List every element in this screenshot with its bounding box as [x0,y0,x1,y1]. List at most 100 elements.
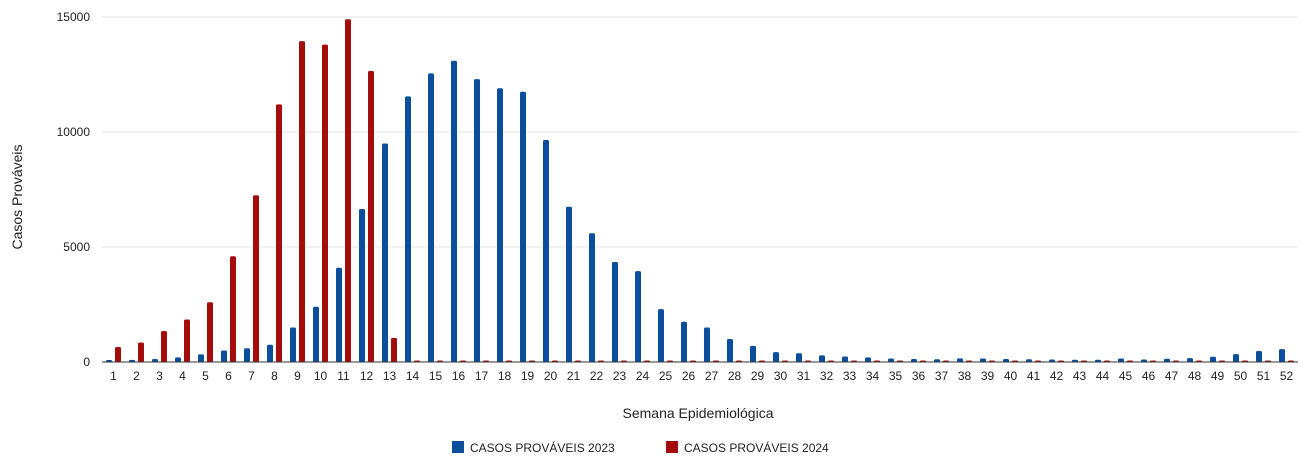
bar-2023-week-52 [1279,349,1285,362]
bar-2023-week-25 [658,309,664,362]
legend-swatch-2024 [666,441,678,453]
x-tick-label: 24 [636,369,650,383]
bar-2023-week-40 [1003,359,1009,362]
legend: CASOS PROVÁVEIS 2023 CASOS PROVÁVEIS 202… [452,440,829,455]
legend-label-2023: CASOS PROVÁVEIS 2023 [470,440,615,455]
bar-2023-week-18 [497,88,503,363]
bar-2023-week-30 [773,352,779,362]
x-tick-label: 22 [590,369,604,383]
y-tick-label: 0 [83,355,90,369]
bar-2023-week-51 [1256,350,1262,362]
bar-2024-week-11 [345,19,351,363]
bar-2023-week-8 [267,344,273,362]
x-tick-label: 37 [935,369,949,383]
bar-2023-week-31 [796,353,802,362]
bar-2023-week-34 [865,357,871,362]
bar-2023-week-21 [566,206,572,362]
bar-2023-week-29 [750,345,756,362]
x-tick-label: 40 [1004,369,1018,383]
bar-2023-week-20 [543,140,549,362]
bar-2023-week-26 [681,321,687,362]
bar-2024-week-3 [161,330,167,362]
x-tick-label: 25 [659,369,673,383]
x-tick-label: 48 [1188,369,1202,383]
bar-2023-week-44 [1095,359,1101,362]
bar-2023-week-14 [405,96,411,362]
x-tick-label: 34 [866,369,880,383]
bar-2023-week-33 [842,356,848,362]
x-tick-label: 10 [314,369,328,383]
x-tick-label: 23 [613,369,627,383]
bar-2023-week-32 [819,355,825,362]
bar-2023-week-42 [1049,359,1055,362]
x-tick-label: 20 [544,369,558,383]
x-tick-label: 42 [1050,369,1064,383]
x-tick-label: 13 [383,369,397,383]
x-tick-label: 6 [225,369,232,383]
bar-2024-week-5 [207,302,213,362]
x-tick-label: 11 [337,369,350,383]
bar-2024-week-12 [368,71,374,363]
bar-2024-week-2 [138,342,144,362]
x-tick-label: 35 [889,369,903,383]
bar-2023-week-11 [336,267,342,362]
bar-2023-week-17 [474,79,480,362]
x-axis-title: Semana Epidemiológica [623,405,774,421]
y-tick-label: 15000 [57,10,91,24]
bar-2023-week-4 [175,357,181,362]
bar-2023-week-46 [1141,359,1147,362]
x-tick-label: 27 [705,369,719,383]
bar-2023-week-48 [1187,358,1193,362]
bar-2023-week-27 [704,327,710,362]
bar-2023-week-28 [727,339,733,362]
bar-2023-week-41 [1026,359,1032,362]
y-tick-label: 5000 [63,240,90,254]
bar-2023-week-43 [1072,359,1078,362]
x-tick-label: 39 [981,369,995,383]
x-tick-label: 9 [294,369,301,383]
bar-2024-week-6 [230,256,236,362]
x-tick-label: 50 [1234,369,1248,383]
x-tick-label: 15 [429,369,443,383]
bar-2023-week-22 [589,233,595,362]
x-tick-label: 26 [682,369,696,383]
bar-2023-week-39 [980,358,986,362]
bar-2023-week-2 [129,359,135,362]
bar-2023-week-23 [612,261,618,362]
bar-2023-week-47 [1164,358,1170,362]
x-tick-label: 7 [248,369,255,383]
bar-2024-week-1 [115,347,121,362]
x-tick-label: 38 [958,369,972,383]
y-axis-ticks: 0 5000 10000 15000 [57,10,91,369]
x-tick-label: 43 [1073,369,1087,383]
bar-2023-week-12 [359,209,365,362]
bar-2023-week-50 [1233,354,1239,362]
bar-2023-week-15 [428,73,434,362]
x-tick-label: 51 [1257,369,1271,383]
y-axis-title: Casos Prováveis [9,144,25,249]
x-tick-label: 21 [567,369,581,383]
bar-2024-week-10 [322,44,328,362]
x-tick-label: 30 [774,369,788,383]
bar-2023-week-9 [290,327,296,362]
x-tick-label: 17 [475,369,489,383]
x-tick-label: 19 [521,369,535,383]
x-tick-label: 28 [728,369,742,383]
legend-swatch-2023 [452,441,464,453]
bar-2023-week-49 [1210,356,1216,362]
x-tick-label: 2 [133,369,140,383]
x-tick-label: 45 [1119,369,1133,383]
bar-2023-week-13 [382,143,388,362]
x-tick-label: 14 [406,369,420,383]
x-tick-label: 36 [912,369,926,383]
x-tick-label: 18 [498,369,512,383]
bar-2023-week-45 [1118,358,1124,362]
bar-2023-week-7 [244,348,250,362]
x-tick-label: 33 [843,369,857,383]
x-tick-label: 44 [1096,369,1110,383]
bar-2023-week-16 [451,60,457,362]
x-tick-label: 41 [1027,369,1041,383]
bar-2023-week-24 [635,271,641,362]
legend-label-2024: CASOS PROVÁVEIS 2024 [684,440,829,455]
